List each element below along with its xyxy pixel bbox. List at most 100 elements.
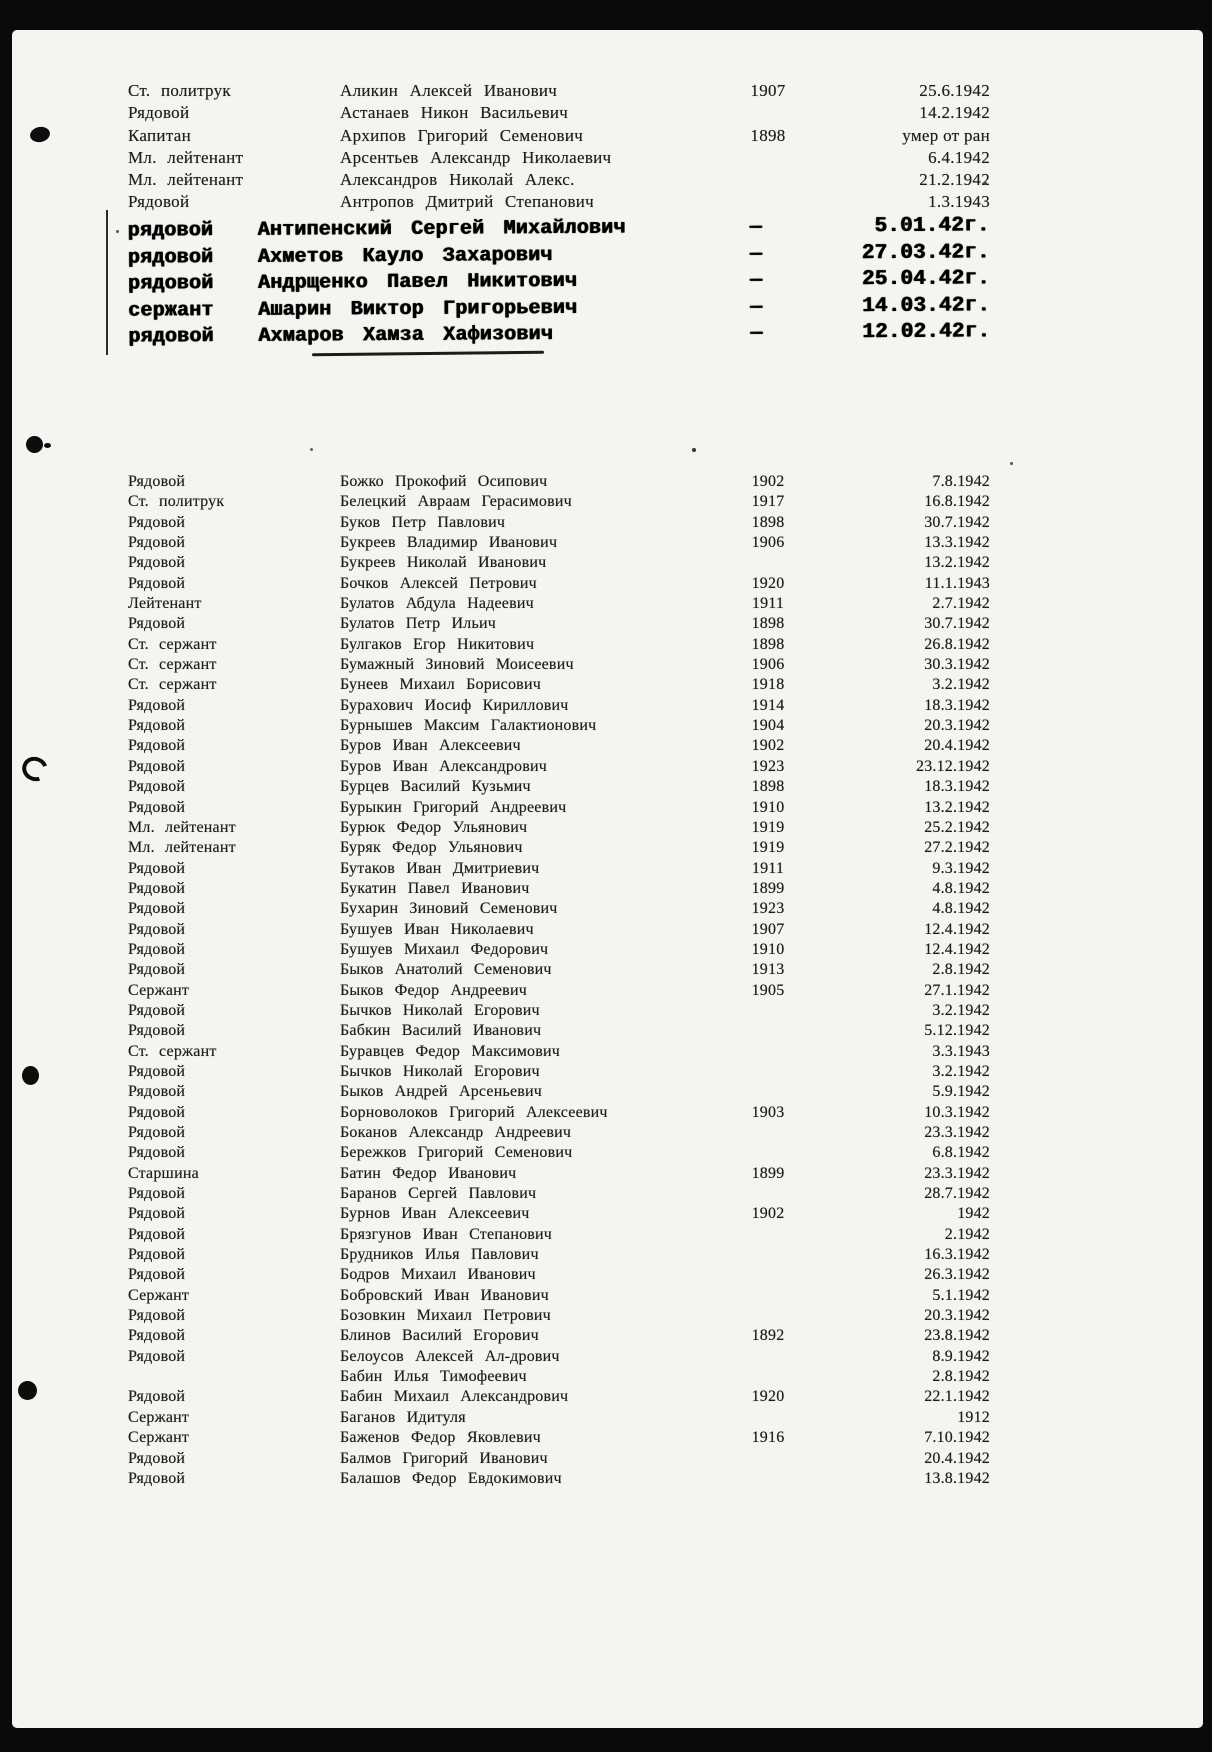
name-cell: Бурнов Иван Алексеевич (340, 1205, 530, 1223)
death-date-cell: 20.4.1942 (924, 737, 990, 755)
name-cell: Бозовкин Михаил Петрович (340, 1307, 551, 1325)
birth-year-cell: 1914 (751, 696, 785, 714)
list-row: Рядовой Боканов Александр Андреевич 23.3… (128, 1123, 990, 1143)
list-row: Старшина Батин Федор Иванович 1899 23.3.… (128, 1164, 990, 1184)
name-cell: Блинов Василий Егорович (340, 1327, 539, 1345)
scan-speck (692, 448, 696, 452)
rank-cell: Ст. сержант (128, 676, 217, 694)
name-cell: Быков Федор Андреевич (340, 981, 527, 999)
name-cell: Бурыкин Григорий Андреевич (340, 798, 567, 816)
list-row: рядовой Ахмаров Хамза Хафизович — 12.02.… (128, 320, 990, 352)
name-cell: Бурнышев Максим Галактионович (340, 717, 597, 735)
list-row: Рядовой Бочков Алексей Петрович 1920 11.… (128, 574, 990, 594)
list-row: Рядовой Бурыкин Григорий Андреевич 1910 … (128, 798, 990, 818)
rank-cell: Рядовой (128, 1307, 186, 1325)
death-date-cell: 12.4.1942 (924, 920, 990, 938)
death-date-cell: 9.3.1942 (932, 859, 990, 877)
list-row: Сержант Баженов Федор Яковлевич 1916 7.1… (128, 1428, 990, 1448)
name-cell: Бумажный Зиновий Моисеевич (340, 656, 574, 674)
death-date-cell: 23.3.1942 (924, 1124, 990, 1141)
death-date-cell: 30.7.1942 (924, 513, 990, 531)
rank-cell: Сержант (128, 981, 190, 999)
name-cell: Божко Прокофий Осипович (340, 473, 548, 490)
name-cell: Бобровский Иван Иванович (340, 1286, 549, 1304)
name-cell: Брязгунов Иван Степанович (340, 1225, 553, 1243)
rank-cell: Рядовой (128, 1083, 186, 1101)
list-row: Рядовой Буков Петр Павлович 1898 30.7.19… (128, 513, 990, 533)
name-cell: Быков Анатолий Семенович (340, 961, 552, 979)
rank-cell: Рядовой (128, 1327, 186, 1345)
name-cell: Бычков Николай Егорович (340, 1062, 540, 1080)
name-cell: Антропов Дмитрий Степанович (340, 192, 595, 212)
death-date-cell: 13.3.1942 (924, 534, 990, 552)
rank-cell: Рядовой (128, 554, 186, 572)
name-cell: Буров Иван Александрович (340, 757, 547, 775)
birth-year-cell: 1899 (751, 879, 785, 897)
death-date-cell: 20.4.1942 (924, 1449, 990, 1467)
birth-year-cell: 1920 (751, 574, 785, 592)
list-row: Рядовой Бычков Николай Егорович 3.2.1942 (128, 1062, 990, 1082)
rank-cell: Рядовой (128, 1103, 186, 1121)
name-cell: Бутаков Иван Дмитриевич (340, 859, 540, 877)
name-cell: Букатин Павел Иванович (340, 879, 530, 897)
death-date-cell: 18.3.1942 (924, 778, 990, 796)
rank-cell: Рядовой (128, 1266, 186, 1284)
dash-separator: — (749, 242, 763, 266)
rank-cell: Рядовой (128, 717, 186, 735)
birth-year-cell: 1898 (751, 615, 785, 633)
name-cell: Ахметов Кауло Захарович (257, 243, 553, 269)
rank-cell: Рядовой (128, 1469, 186, 1487)
rank-cell: Рядовой (128, 798, 186, 816)
rank-cell: Сержант (128, 1429, 190, 1447)
list-row: Рядовой Белоусов Алексей Ал-дрович 8.9.1… (128, 1347, 990, 1367)
list-row: Лейтенант Булатов Абдула Надеевич 1911 2… (128, 594, 990, 614)
rank-cell: Рядовой (128, 900, 186, 918)
list-row: Мл. лейтенант Арсентьев Александр Никола… (128, 147, 990, 169)
scan-speck (310, 448, 313, 451)
rank-cell: Рядовой (128, 1022, 186, 1040)
death-date-cell: 23.12.1942 (916, 757, 990, 775)
list-row: Сержант Быков Федор Андреевич 1905 27.1.… (128, 981, 990, 1001)
rank-cell: рядовой (127, 272, 214, 296)
list-row: Ст. сержант Булгаков Егор Никитович 1898… (128, 635, 990, 655)
rank-cell: Рядовой (128, 778, 186, 796)
birth-year-cell: 1911 (751, 859, 785, 877)
rank-cell: Рядовой (128, 192, 190, 212)
name-cell: Букреев Владимир Иванович (340, 534, 558, 552)
rank-cell: Лейтенант (128, 595, 202, 613)
death-date-cell: 12.4.1942 (924, 940, 990, 958)
death-date-cell: 16.8.1942 (924, 493, 990, 511)
name-cell: Булатов Петр Ильич (340, 615, 496, 633)
death-date-cell: 5.12.1942 (924, 1022, 990, 1040)
name-cell: Бурахович Иосиф Кириллович (340, 696, 569, 714)
rank-cell: Рядовой (128, 879, 186, 897)
rank-cell: Рядовой (128, 574, 186, 592)
rank-cell: Рядовой (128, 859, 186, 877)
death-date-cell: 1942 (957, 1205, 990, 1223)
death-date-cell: 3.3.1943 (932, 1042, 990, 1060)
rank-cell: Старшина (128, 1164, 199, 1182)
list-row: Ст. сержант Бумажный Зиновий Моисеевич 1… (128, 655, 990, 675)
death-date-cell: 7.8.1942 (932, 473, 990, 490)
birth-year-cell: 1902 (751, 473, 785, 490)
birth-year-cell: 1910 (751, 940, 785, 958)
death-date-cell: 3.2.1942 (932, 676, 990, 694)
name-cell: Антипенский Сергей Михайлович (257, 216, 626, 242)
list-row: Рядовой Булатов Петр Ильич 1898 30.7.194… (128, 614, 990, 634)
name-cell: Быков Андрей Арсеньевич (340, 1083, 543, 1101)
rank-cell: Рядовой (128, 1001, 186, 1019)
list-row: Рядовой Бушуев Михаил Федорович 1910 12.… (128, 940, 990, 960)
rank-cell: Рядовой (128, 513, 186, 531)
punch-hole-mark (18, 752, 52, 786)
name-cell: Бодров Михаил Иванович (340, 1266, 536, 1284)
death-date-cell: 11.1.1943 (924, 574, 990, 592)
name-cell: Буравцев Федор Максимович (340, 1042, 560, 1060)
list-row: Рядовой Бушуев Иван Николаевич 1907 12.4… (128, 920, 990, 940)
birth-year-cell: 1906 (751, 534, 785, 552)
rank-cell: Рядовой (128, 1124, 186, 1141)
name-cell: Аликин Алексей Иванович (340, 81, 558, 100)
name-cell: Бабкин Василий Иванович (340, 1022, 542, 1040)
death-date-cell: 13.2.1942 (924, 798, 990, 816)
death-date-cell: 25.04.42г. (861, 267, 991, 292)
